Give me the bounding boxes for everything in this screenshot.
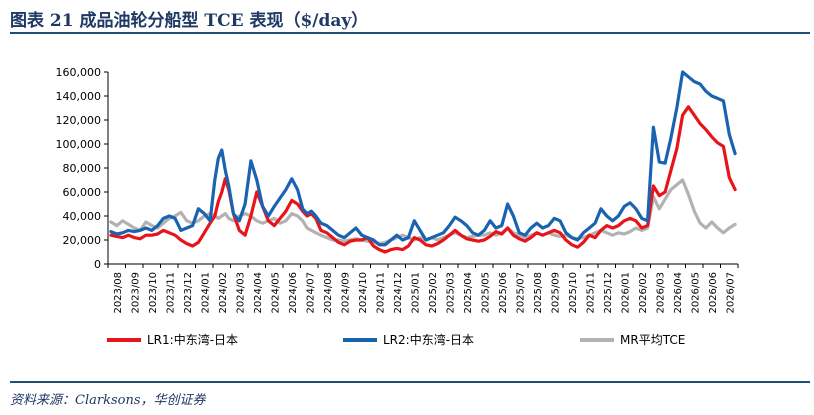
x-tick-label: 2025/03 <box>445 272 456 314</box>
x-tick-label: 2024/08 <box>323 272 334 314</box>
figure-header: 图表 21 成品油轮分船型 TCE 表现（$/day） <box>10 4 810 34</box>
x-tick-label: 2023/08 <box>113 272 124 314</box>
series-line-lr1 <box>109 105 737 254</box>
y-tick-label: 120,000 <box>56 114 102 127</box>
x-tick-label: 2026/04 <box>673 272 684 314</box>
y-tick-label: 140,000 <box>56 90 102 103</box>
x-tick-label: 2025/11 <box>585 272 596 314</box>
x-tick-label: 2024/03 <box>235 272 246 314</box>
y-tick-label: 40,000 <box>63 210 102 223</box>
x-tick-label: 2024/02 <box>218 272 229 314</box>
x-tick-label: 2025/09 <box>550 272 561 314</box>
x-tick-label: 2025/06 <box>498 272 509 314</box>
x-tick-label: 2024/09 <box>340 272 351 314</box>
x-tick-label: 2024/12 <box>393 272 404 314</box>
x-tick-label: 2024/11 <box>375 272 386 314</box>
legend-label: MR平均TCE <box>620 333 685 347</box>
y-tick-label: 20,000 <box>63 234 102 247</box>
x-tick-label: 2024/01 <box>200 272 211 314</box>
x-axis: 2023/08 2023/09 2023/10 2023/11 2023/12 2024/… <box>107 263 739 314</box>
y-axis: 0 20,000 40,000 60,000 80,000 100,000 120,000 1… <box>56 66 109 271</box>
x-tick-label: 2025/04 <box>463 272 474 314</box>
y-tick-label: 80,000 <box>63 162 102 175</box>
x-tick-label: 2025/05 <box>480 272 491 314</box>
x-tick-label: 2023/12 <box>183 272 194 314</box>
y-tick-label: 100,000 <box>56 138 102 151</box>
y-tick-label: 60,000 <box>63 186 102 199</box>
x-tick-label: 2025/12 <box>603 272 614 314</box>
figure-title: 图表 21 成品油轮分船型 TCE 表现（$/day） <box>10 11 369 31</box>
x-tick-label: 2024/07 <box>305 272 316 314</box>
x-tick-label: 2025/10 <box>568 272 579 314</box>
x-tick-label: 2025/07 <box>515 272 526 314</box>
series-line-lr2 <box>109 70 737 247</box>
x-tick-label: 2024/10 <box>358 272 369 314</box>
title-divider <box>10 32 810 34</box>
x-tick-label: 2025/08 <box>533 272 544 314</box>
x-tick-label: 2024/06 <box>288 272 299 314</box>
series-layer <box>109 70 737 254</box>
source-note: 资料来源：Clarksons，华创证券 <box>10 393 206 408</box>
x-tick-label: 2026/05 <box>690 272 701 314</box>
x-tick-label: 2026/06 <box>708 272 719 314</box>
footer-divider <box>10 381 810 383</box>
x-tick-label: 2023/11 <box>165 272 176 314</box>
x-tick-label: 2024/05 <box>270 272 281 314</box>
x-tick-label: 2026/01 <box>620 272 631 314</box>
y-tick-label: 160,000 <box>56 66 102 79</box>
x-tick-label: 2026/03 <box>655 272 666 314</box>
x-tick-label: 2026/02 <box>638 272 649 314</box>
x-tick-label: 2026/07 <box>725 272 736 314</box>
x-tick-label: 2023/10 <box>148 272 159 314</box>
x-tick-label: 2024/04 <box>253 272 264 314</box>
legend-label: LR1:中东湾-日本 <box>147 332 238 347</box>
tce-line-chart: 0 20,000 40,000 60,000 80,000 100,000 120,000 1… <box>56 66 739 347</box>
x-tick-label: 2025/01 <box>410 272 421 314</box>
x-tick-label: 2025/02 <box>428 272 439 314</box>
legend-label: LR2:中东湾-日本 <box>383 332 474 347</box>
y-tick-label: 0 <box>94 258 101 271</box>
legend: LR1:中东湾-日本 LR2:中东湾-日本 MR平均TCE <box>107 332 685 347</box>
x-tick-label: 2023/09 <box>130 272 141 314</box>
